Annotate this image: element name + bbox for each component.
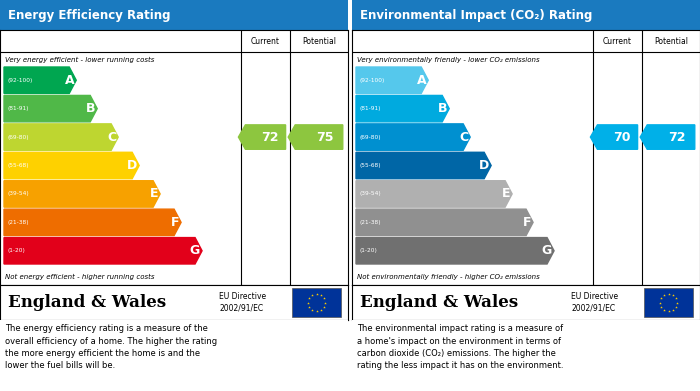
Text: EU Directive
2002/91/EC: EU Directive 2002/91/EC xyxy=(571,292,618,313)
Polygon shape xyxy=(356,209,533,235)
Text: G: G xyxy=(542,244,552,257)
Text: E: E xyxy=(502,187,510,201)
Polygon shape xyxy=(356,67,428,93)
Text: 70: 70 xyxy=(614,131,631,143)
Text: Not energy efficient - higher running costs: Not energy efficient - higher running co… xyxy=(5,274,155,280)
Polygon shape xyxy=(356,152,491,179)
Polygon shape xyxy=(640,125,695,149)
Polygon shape xyxy=(4,124,118,150)
Text: (1-20): (1-20) xyxy=(360,248,378,253)
Text: 75: 75 xyxy=(316,131,333,143)
Polygon shape xyxy=(4,152,139,179)
Text: (69-80): (69-80) xyxy=(360,135,382,140)
Text: D: D xyxy=(479,159,489,172)
Polygon shape xyxy=(4,67,76,93)
Polygon shape xyxy=(4,95,97,122)
Text: F: F xyxy=(171,216,179,229)
Text: 72: 72 xyxy=(668,131,685,143)
Text: England & Wales: England & Wales xyxy=(8,294,166,311)
Polygon shape xyxy=(356,181,512,207)
Text: (55-68): (55-68) xyxy=(8,163,29,168)
Polygon shape xyxy=(288,125,343,149)
Text: (39-54): (39-54) xyxy=(8,192,29,196)
Polygon shape xyxy=(356,124,470,150)
Text: (69-80): (69-80) xyxy=(8,135,29,140)
Polygon shape xyxy=(356,95,449,122)
Text: (21-38): (21-38) xyxy=(8,220,29,225)
Text: A: A xyxy=(416,74,426,87)
Text: (1-20): (1-20) xyxy=(8,248,26,253)
Bar xyxy=(644,288,693,317)
Text: B: B xyxy=(438,102,447,115)
Text: D: D xyxy=(127,159,137,172)
Text: Current: Current xyxy=(603,36,632,45)
Text: G: G xyxy=(190,244,200,257)
Text: England & Wales: England & Wales xyxy=(360,294,518,311)
Text: (21-38): (21-38) xyxy=(360,220,382,225)
Polygon shape xyxy=(590,125,638,149)
Text: A: A xyxy=(64,74,74,87)
Text: The energy efficiency rating is a measure of the
overall efficiency of a home. T: The energy efficiency rating is a measur… xyxy=(5,324,217,371)
Polygon shape xyxy=(356,238,554,264)
Text: Energy Efficiency Rating: Energy Efficiency Rating xyxy=(8,9,171,22)
Text: E: E xyxy=(150,187,158,201)
Text: Potential: Potential xyxy=(654,36,688,45)
Text: 72: 72 xyxy=(262,131,279,143)
Text: Current: Current xyxy=(251,36,280,45)
Text: (81-91): (81-91) xyxy=(360,106,382,111)
Polygon shape xyxy=(4,238,202,264)
Text: Potential: Potential xyxy=(302,36,336,45)
Text: F: F xyxy=(523,216,531,229)
Text: Very energy efficient - lower running costs: Very energy efficient - lower running co… xyxy=(5,57,155,63)
Text: The environmental impact rating is a measure of
a home's impact on the environme: The environmental impact rating is a mea… xyxy=(357,324,564,371)
Text: C: C xyxy=(107,131,116,143)
Text: (55-68): (55-68) xyxy=(360,163,382,168)
Text: B: B xyxy=(85,102,95,115)
Text: C: C xyxy=(459,131,468,143)
Polygon shape xyxy=(4,209,181,235)
Text: (92-100): (92-100) xyxy=(360,78,386,83)
Bar xyxy=(293,288,341,317)
Text: (81-91): (81-91) xyxy=(8,106,29,111)
Text: Very environmentally friendly - lower CO₂ emissions: Very environmentally friendly - lower CO… xyxy=(357,57,540,63)
Text: (92-100): (92-100) xyxy=(8,78,34,83)
Text: Environmental Impact (CO₂) Rating: Environmental Impact (CO₂) Rating xyxy=(360,9,592,22)
Text: EU Directive
2002/91/EC: EU Directive 2002/91/EC xyxy=(219,292,267,313)
Polygon shape xyxy=(4,181,160,207)
Polygon shape xyxy=(239,125,286,149)
Text: (39-54): (39-54) xyxy=(360,192,382,196)
Text: Not environmentally friendly - higher CO₂ emissions: Not environmentally friendly - higher CO… xyxy=(357,274,540,280)
